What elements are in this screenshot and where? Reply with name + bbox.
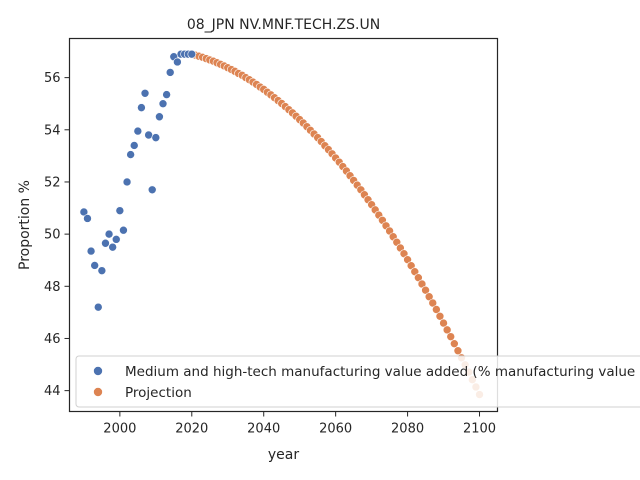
- projection-point: [421, 285, 430, 295]
- observed-point: [111, 235, 121, 244]
- projection-point: [428, 298, 438, 308]
- observed-point: [126, 150, 135, 159]
- x-axis-title: year: [268, 447, 299, 463]
- observed-point: [162, 90, 171, 99]
- observed-point: [151, 133, 161, 142]
- observed-point: [144, 130, 153, 140]
- observed-point: [129, 141, 139, 150]
- legend-label-projection: Projection: [125, 385, 192, 401]
- observed-point: [119, 225, 128, 235]
- legend-box: [75, 355, 640, 408]
- projection-point: [435, 311, 445, 321]
- observed-point: [115, 206, 125, 215]
- observed-point: [97, 266, 107, 275]
- legend-marker-projection: [93, 387, 103, 397]
- x-tick-label: 2040: [247, 422, 280, 437]
- y-tick-label: 44: [44, 384, 61, 399]
- legend-marker-observed: [93, 366, 103, 376]
- observed-point: [155, 112, 164, 122]
- plot-area: [79, 49, 484, 399]
- y-tick-label: 52: [44, 175, 61, 190]
- y-axis: 44 46 48 50 52 54 56: [44, 71, 70, 399]
- observed-point: [79, 207, 89, 217]
- y-tick-label: 48: [44, 280, 61, 295]
- observed-point: [108, 242, 117, 252]
- observed-point: [158, 99, 168, 109]
- projection-point: [450, 339, 459, 348]
- x-tick-label: 2100: [463, 422, 496, 437]
- projection-point: [453, 346, 463, 356]
- observed-point: [122, 177, 132, 187]
- x-tick-label: 2020: [175, 422, 208, 437]
- y-axis-title: Proportion %: [17, 180, 33, 270]
- x-tick-label: 2080: [391, 422, 424, 437]
- plot-frame: [68, 37, 499, 413]
- observed-point: [86, 246, 96, 256]
- x-tick-label: 2000: [103, 422, 136, 437]
- observed-point: [140, 88, 150, 98]
- observed-point: [104, 229, 114, 239]
- observed-point: [90, 261, 99, 270]
- x-axis: 2000 2020 2040 2060 2080 2100: [103, 411, 496, 437]
- observed-point: [165, 68, 175, 77]
- y-tick-label: 46: [44, 332, 61, 347]
- projection-point: [442, 325, 452, 335]
- y-tick-label: 56: [44, 71, 61, 86]
- observed-point: [93, 302, 103, 312]
- observed-point: [83, 214, 92, 223]
- observed-point: [187, 49, 197, 59]
- chart-title: 08_JPN NV.MNF.TECH.ZS.UN: [187, 17, 380, 33]
- observed-point: [173, 57, 182, 67]
- projection-point: [432, 305, 441, 314]
- observed-point: [133, 126, 143, 136]
- projection-point: [439, 318, 448, 328]
- observed-point: [101, 238, 110, 248]
- observed-point: [147, 185, 157, 195]
- y-tick-label: 54: [44, 123, 61, 138]
- observed-point: [137, 103, 146, 112]
- y-tick-label: 50: [44, 228, 61, 243]
- x-tick-label: 2060: [319, 422, 352, 437]
- projection-point: [446, 332, 456, 341]
- legend: Medium and high-tech manufacturing value…: [75, 355, 640, 408]
- legend-label-observed: Medium and high-tech manufacturing value…: [125, 364, 640, 380]
